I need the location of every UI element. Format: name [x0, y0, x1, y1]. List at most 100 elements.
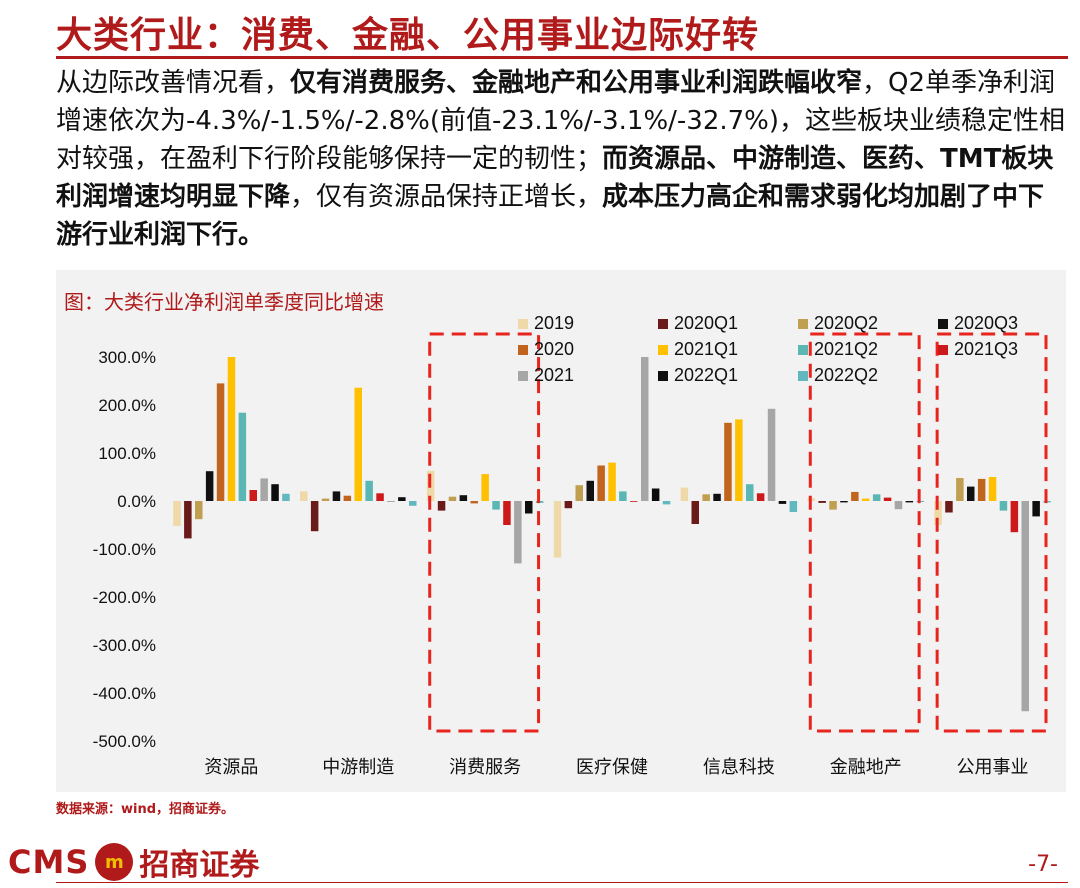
bar	[840, 501, 848, 503]
x-tick-label: 公用事业	[957, 757, 1029, 778]
bar	[448, 496, 457, 501]
bar	[702, 494, 710, 501]
bar	[1021, 501, 1029, 712]
bar	[691, 501, 699, 524]
logo-emblem-icon: m	[95, 843, 134, 881]
legend-label: 2022Q2	[814, 365, 878, 385]
bar	[282, 493, 290, 501]
bar	[619, 491, 627, 501]
bar	[238, 412, 247, 501]
bar	[514, 501, 522, 564]
bar	[271, 484, 279, 501]
bar	[184, 501, 192, 539]
bar	[398, 497, 406, 501]
bar	[724, 422, 732, 501]
bar	[735, 419, 743, 501]
x-tick-label: 金融地产	[830, 757, 902, 778]
data-source: 数据来源：wind，招商证券。	[56, 802, 235, 817]
bar	[227, 357, 236, 501]
bar	[365, 480, 373, 501]
y-tick-label: 300.0%	[98, 348, 156, 367]
chart-caption: 图：大类行业净利润单季度同比增速	[64, 290, 384, 314]
y-tick-label: -400.0%	[93, 684, 156, 703]
legend-swatch	[798, 319, 808, 329]
bar	[437, 501, 446, 511]
bar	[173, 501, 181, 526]
bar	[680, 487, 689, 501]
bar	[756, 493, 765, 501]
bar	[503, 501, 511, 525]
bar	[818, 501, 826, 503]
bar	[829, 501, 837, 510]
bar	[789, 501, 798, 512]
bar	[321, 498, 330, 501]
y-tick-label: -300.0%	[93, 636, 156, 655]
bar	[553, 501, 562, 558]
legend-label: 2021Q2	[814, 339, 878, 359]
bar	[492, 501, 500, 510]
bar	[999, 501, 1008, 511]
bar	[564, 501, 573, 509]
bar	[586, 480, 594, 501]
y-tick-label: 0.0%	[117, 492, 156, 511]
bar	[354, 387, 362, 501]
paragraph-emphasis: 成本压力高企和需求弱化均加剧了中下游行业利润下行。	[56, 182, 1045, 250]
paragraph-emphasis: 而资源品、中游制造、医药、TMT板块利润增速均明显下降	[56, 144, 1054, 212]
bar	[260, 478, 268, 501]
legend-swatch	[518, 371, 528, 381]
bar	[470, 501, 478, 504]
bar	[767, 408, 776, 501]
bar	[1032, 501, 1040, 517]
bar	[332, 491, 341, 501]
highlight-box	[428, 332, 541, 733]
bar	[778, 501, 787, 504]
bar	[409, 501, 417, 506]
bar	[945, 501, 953, 513]
legend-swatch	[798, 345, 808, 355]
x-tick-label: 消费服务	[449, 757, 521, 778]
legend-label: 2019	[534, 313, 574, 333]
legend-swatch	[938, 319, 948, 329]
legend-label: 2020Q1	[674, 313, 738, 333]
y-tick-label: 100.0%	[98, 444, 156, 463]
bar	[249, 490, 257, 501]
legend-label: 2022Q1	[674, 365, 738, 385]
bar	[662, 501, 671, 505]
bar	[376, 493, 384, 501]
legend-swatch	[938, 345, 948, 355]
bar	[934, 501, 942, 525]
bar	[977, 478, 986, 501]
bar	[713, 493, 721, 501]
company-logo: CMS m 招商证券	[8, 840, 259, 884]
bar	[862, 498, 870, 501]
legend-label: 2020	[534, 339, 574, 359]
bar	[343, 495, 352, 501]
bar	[956, 478, 964, 501]
bar	[883, 497, 892, 501]
x-tick-label: 信息科技	[703, 757, 775, 778]
paragraph-text: ，Q2单季净利润增速依次为-4.3%/-1.5%/-2.8%(前值-23.1%/…	[56, 68, 1066, 174]
bar	[205, 471, 214, 501]
legend-swatch	[658, 371, 668, 381]
bar	[597, 465, 605, 501]
bar-chart: 300.0% 200.0% 100.0% 0.0% -100.0% -200.0% -300…	[93, 313, 1051, 778]
legend-label: 2021	[534, 365, 574, 385]
page-title: 大类行业：消费、金融、公用事业边际好转	[56, 14, 760, 56]
bar	[608, 462, 616, 501]
y-tick-label: -200.0%	[93, 588, 156, 607]
legend-swatch	[518, 345, 528, 355]
bar	[481, 474, 489, 501]
bar	[746, 484, 754, 501]
x-tick-label: 资源品	[204, 757, 258, 778]
bar	[630, 501, 638, 502]
legend-label: 2020Q2	[814, 313, 878, 333]
x-tick-label: 中游制造	[322, 757, 394, 778]
bar	[300, 491, 308, 501]
x-tick-label: 医疗保健	[576, 757, 648, 778]
y-tick-label: 200.0%	[98, 396, 156, 415]
paragraph-emphasis: 仅有消费服务、金融地产和公用事业利润跌幅收窄	[290, 68, 863, 98]
bar	[216, 383, 225, 501]
legend-swatch	[658, 319, 668, 329]
bar	[310, 501, 319, 532]
y-tick-label: -100.0%	[93, 540, 156, 559]
